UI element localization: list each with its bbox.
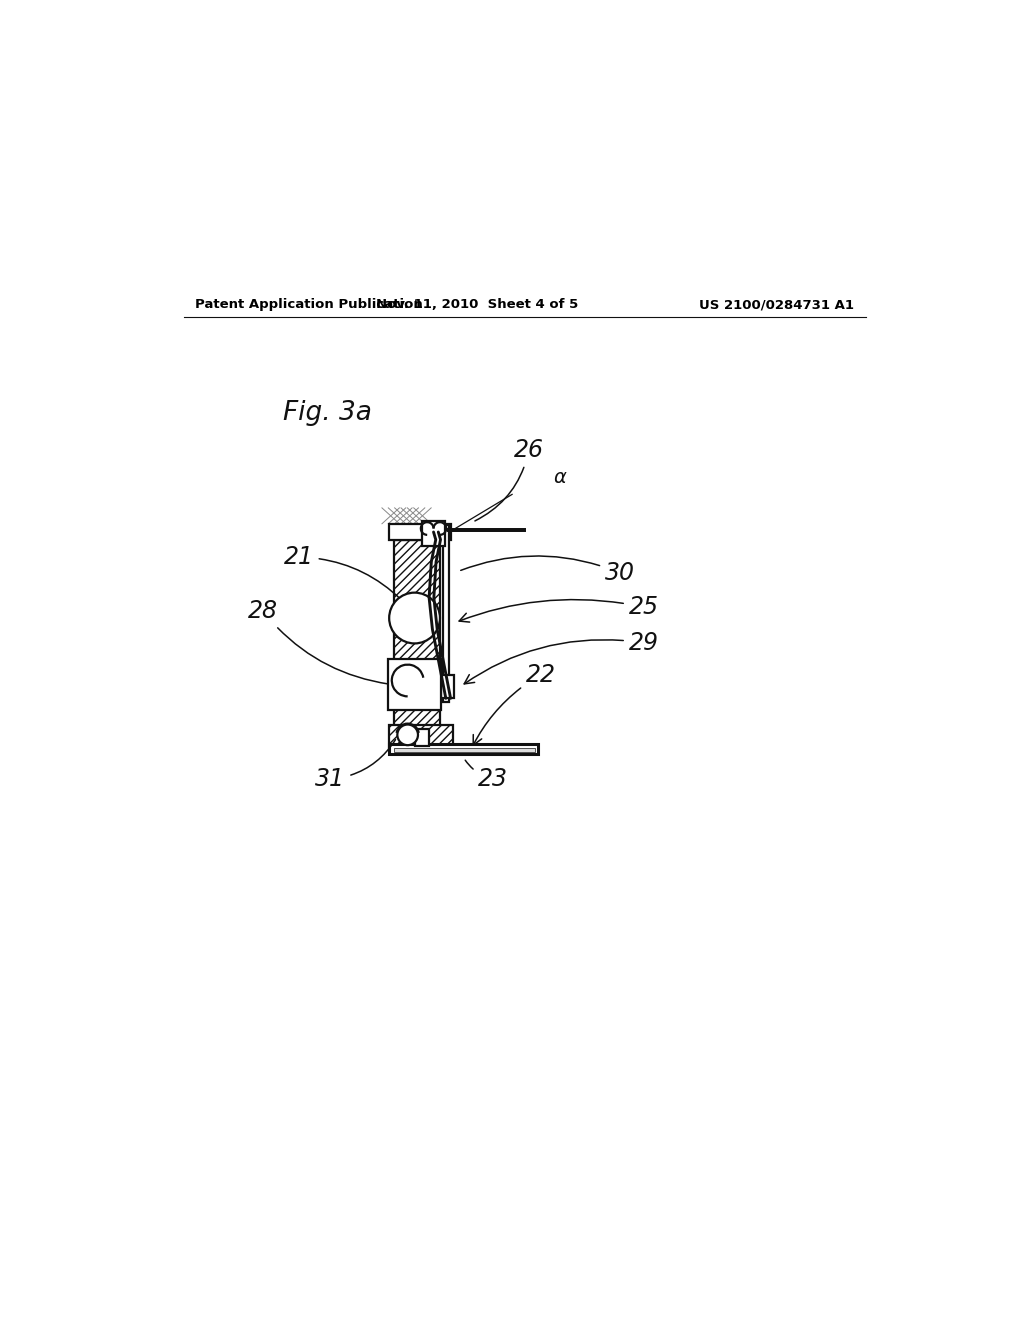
Text: 25: 25 <box>459 595 658 622</box>
Bar <box>389 744 539 754</box>
Text: 29: 29 <box>464 631 658 684</box>
Circle shape <box>389 593 440 643</box>
Text: 26: 26 <box>475 438 544 521</box>
Text: Patent Application Publication: Patent Application Publication <box>196 298 423 312</box>
Bar <box>389 725 453 750</box>
Bar <box>415 729 429 746</box>
Bar <box>387 659 441 710</box>
Text: 31: 31 <box>315 739 395 791</box>
Bar <box>394 540 440 746</box>
Bar <box>443 525 449 702</box>
Text: Nov. 11, 2010  Sheet 4 of 5: Nov. 11, 2010 Sheet 4 of 5 <box>376 298 579 312</box>
Text: US 2100/0284731 A1: US 2100/0284731 A1 <box>699 298 854 312</box>
Bar <box>440 675 455 698</box>
Text: $\alpha$: $\alpha$ <box>553 469 567 487</box>
Bar <box>389 524 451 540</box>
Text: 23: 23 <box>465 760 508 791</box>
Text: 28: 28 <box>248 599 389 684</box>
Bar <box>394 747 536 751</box>
Text: Fig. 3a: Fig. 3a <box>283 400 372 425</box>
Text: 30: 30 <box>461 556 635 585</box>
Text: 22: 22 <box>473 663 556 744</box>
Text: 21: 21 <box>284 545 401 599</box>
Bar <box>423 520 444 546</box>
Circle shape <box>397 725 418 746</box>
